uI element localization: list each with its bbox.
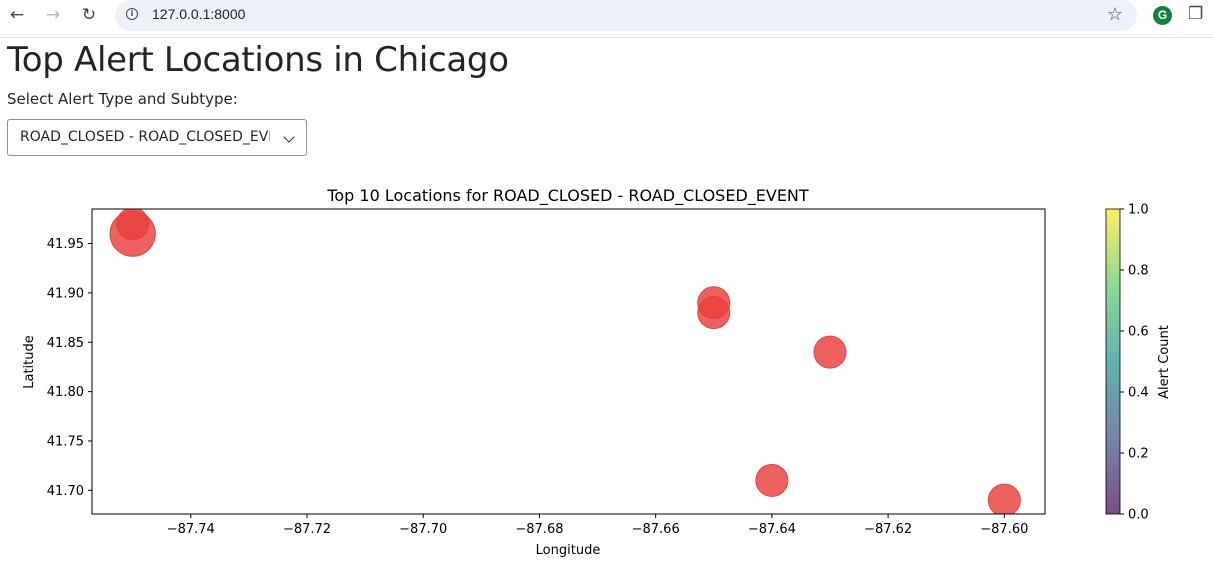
colorbar-tick-label: 0.0 (1128, 508, 1149, 523)
data-point (987, 483, 1021, 514)
colorbar-tick-label: 0.4 (1128, 386, 1149, 401)
page-title: Top Alert Locations in Chicago (7, 40, 509, 80)
plot-frame (91, 208, 1046, 515)
y-tick-label: 41.90 (47, 286, 84, 301)
data-point (116, 209, 150, 241)
reload-icon[interactable]: ↻ (81, 5, 97, 25)
data-points (109, 209, 1021, 514)
select-label: Select Alert Type and Subtype: (7, 90, 238, 108)
x-tick-label: −87.74 (167, 522, 215, 537)
x-tick-label: −87.62 (864, 522, 912, 537)
x-tick-label: −87.60 (980, 522, 1028, 537)
x-tick-label: −87.64 (748, 522, 796, 537)
colorbar-tick-label: 1.0 (1128, 203, 1149, 218)
colorbar-axis: 0.0 0.2 0.4 0.6 0.8 1.0 (1120, 203, 1149, 523)
colorbar-tick-label: 0.6 (1128, 325, 1149, 340)
x-tick-label: −87.72 (283, 522, 331, 537)
alert-type-select[interactable]: ROAD_CLOSED - ROAD_CLOSED_EVENT (7, 119, 307, 156)
browser-toolbar: ← → ↻ i 127.0.0.1:8000 ☆ G ❐ (0, 0, 1213, 38)
grammarly-extension-icon[interactable]: G (1153, 6, 1172, 25)
url-text[interactable]: 127.0.0.1:8000 (152, 6, 246, 22)
address-bar[interactable]: i 127.0.0.1:8000 ☆ (115, 0, 1137, 31)
y-tick-label: 41.80 (47, 385, 84, 400)
chart-title: Top 10 Locations for ROAD_CLOSED - ROAD_… (326, 186, 809, 206)
y-axis-label: Latitude (22, 335, 37, 389)
data-point (755, 463, 789, 497)
colorbar-label: Alert Count (1157, 325, 1172, 399)
x-tick-label: −87.70 (399, 522, 447, 537)
back-icon[interactable]: ← (9, 5, 25, 25)
colorbar (1105, 208, 1121, 515)
chevron-down-icon[interactable] (283, 131, 295, 143)
extensions-puzzle-icon[interactable]: ❐ (1188, 4, 1204, 24)
y-tick-label: 41.95 (47, 237, 84, 252)
y-tick-label: 41.85 (47, 336, 84, 351)
x-tick-label: −87.66 (632, 522, 680, 537)
data-point (697, 296, 731, 330)
data-point (813, 335, 847, 369)
x-axis: −87.74 −87.72 −87.70 −87.68 −87.66 −87.64 −87.… (167, 514, 1028, 537)
scatter-chart: Top 10 Locations for ROAD_CLOSED - ROAD_… (22, 186, 1172, 558)
select-value[interactable]: ROAD_CLOSED - ROAD_CLOSED_EVENT (20, 129, 270, 145)
colorbar-tick-label: 0.8 (1128, 264, 1149, 279)
forward-icon[interactable]: → (45, 5, 61, 25)
y-axis: 41.70 41.75 41.80 41.85 41.90 41.95 (47, 237, 92, 499)
site-info-icon[interactable]: i (126, 8, 138, 20)
x-axis-label: Longitude (536, 543, 601, 558)
colorbar-tick-label: 0.2 (1128, 447, 1149, 462)
y-tick-label: 41.75 (47, 434, 84, 449)
bookmark-star-icon[interactable]: ☆ (1106, 4, 1123, 25)
x-tick-label: −87.68 (515, 522, 563, 537)
y-tick-label: 41.70 (47, 484, 84, 499)
